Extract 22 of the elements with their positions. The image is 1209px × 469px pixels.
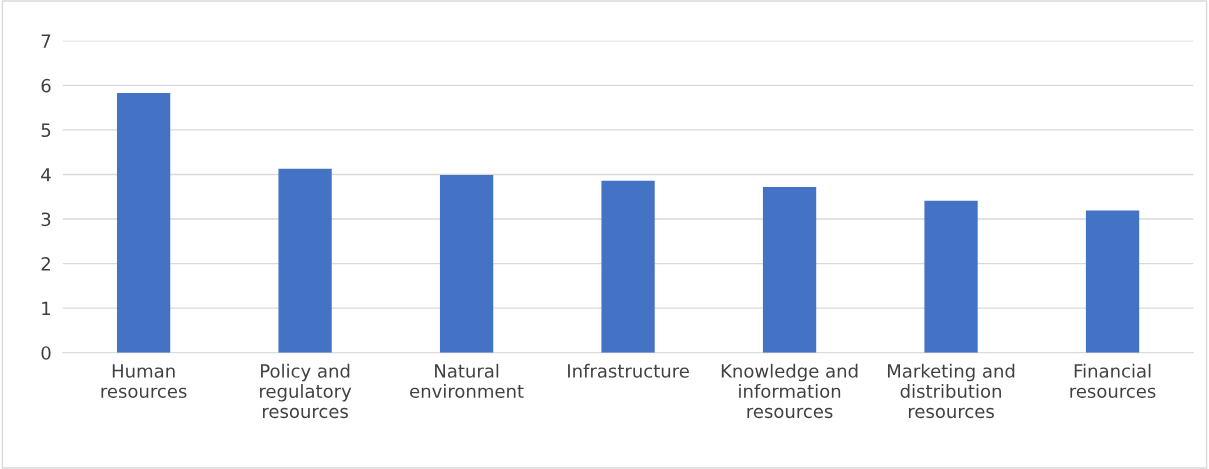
x-tick-label: Human resources bbox=[101, 364, 187, 398]
x-tick-label: Policy and regulatory resources bbox=[260, 363, 352, 419]
y-tick-label: 2 bbox=[41, 257, 50, 271]
y-tick-label: 5 bbox=[41, 123, 51, 138]
bar bbox=[116, 92, 171, 353]
bar bbox=[601, 180, 655, 353]
x-tick-label: Marketing and distribution resources bbox=[887, 363, 1015, 419]
bar bbox=[924, 200, 978, 353]
bar bbox=[1085, 210, 1140, 353]
y-tick-label: 7 bbox=[41, 34, 51, 48]
y-tick-label: 6 bbox=[41, 78, 51, 93]
x-tick-label: Natural environment bbox=[410, 363, 524, 398]
bar bbox=[762, 186, 817, 353]
y-tick-label: 0 bbox=[41, 346, 51, 360]
bar bbox=[278, 168, 332, 353]
y-tick-label: 1 bbox=[42, 301, 51, 315]
y-tick-label: 3 bbox=[41, 212, 51, 227]
y-tick-label: 4 bbox=[41, 168, 51, 182]
bar bbox=[439, 174, 494, 353]
x-tick-label: Financial resources bbox=[1070, 363, 1156, 398]
x-tick-label: Infrastructure bbox=[568, 363, 689, 378]
x-tick-label: Knowledge and information resources bbox=[721, 363, 858, 419]
